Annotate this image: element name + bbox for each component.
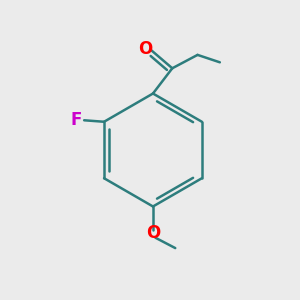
Text: O: O [138, 40, 153, 58]
Text: F: F [71, 111, 82, 129]
Text: O: O [146, 224, 160, 242]
